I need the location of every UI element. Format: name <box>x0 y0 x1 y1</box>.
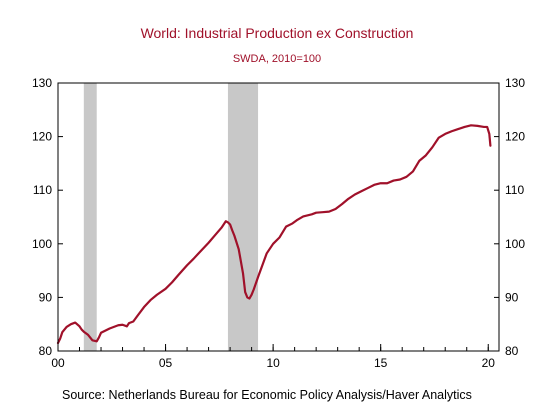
y-axis-left: 80 90 100 110 120 130 <box>32 76 63 358</box>
chart-subtitle: SWDA, 2010=100 <box>233 53 321 65</box>
y-tick-label-left: 120 <box>32 130 52 144</box>
recession-band <box>83 83 97 351</box>
recession-bands <box>83 83 259 351</box>
y-tick-label-left: 100 <box>32 237 52 251</box>
y-tick-label-right: 100 <box>505 237 525 251</box>
x-tick-label: 15 <box>374 356 388 370</box>
y-tick-label-right: 90 <box>505 290 519 304</box>
plot-frame <box>57 82 500 352</box>
y-tick-label-right: 80 <box>505 344 519 358</box>
x-tick-label: 10 <box>266 356 280 370</box>
series-line <box>56 124 492 345</box>
series-lines <box>56 124 492 345</box>
y-tick-label-right: 110 <box>505 183 524 197</box>
y-tick-label-right: 120 <box>505 130 525 144</box>
y-axis-right: 80 90 100 110 120 130 <box>494 76 525 358</box>
x-tick-label: 20 <box>482 356 496 370</box>
source-note: Source: Netherlands Bureau for Economic … <box>62 388 472 402</box>
y-tick-label-left: 130 <box>32 76 52 90</box>
x-tick-label: 00 <box>51 356 65 370</box>
x-tick-label: 05 <box>159 356 173 370</box>
chart-title: World: Industrial Production ex Construc… <box>141 25 414 41</box>
y-tick-label-left: 90 <box>39 290 53 304</box>
recession-band <box>227 83 259 351</box>
y-tick-label-right: 130 <box>505 76 525 90</box>
x-axis: 00 05 10 15 20 <box>51 344 495 370</box>
y-tick-label-left: 80 <box>39 344 53 358</box>
y-tick-label-left: 110 <box>33 183 52 197</box>
